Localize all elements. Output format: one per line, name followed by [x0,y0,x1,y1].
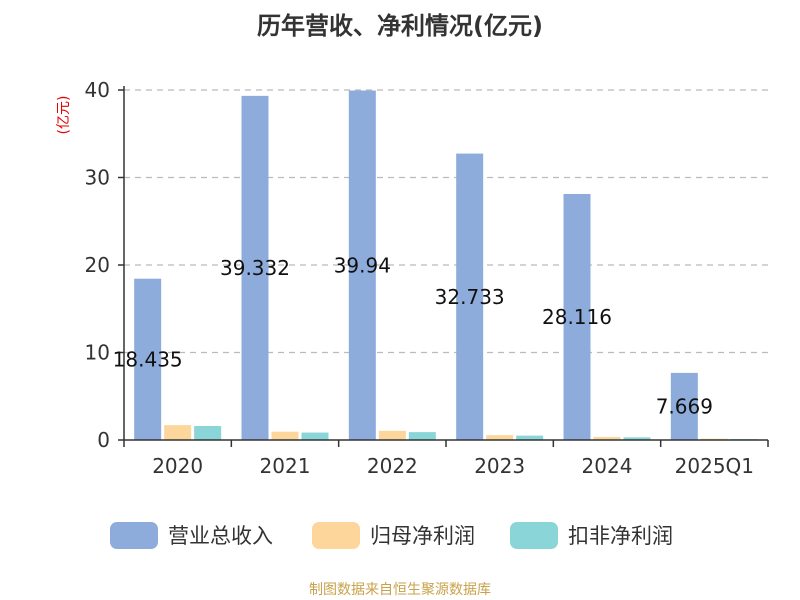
bar-series-0-2021 [241,95,269,440]
data-label-2025Q1: 7.669 [656,394,713,418]
legend-swatch-2 [510,522,558,549]
bar-series-2-2021 [301,432,329,440]
legend: 营业总收入 归母净利润 扣非净利润 [110,522,673,549]
legend-label-0: 营业总收入 [168,524,273,548]
data-label-2023: 32.733 [435,285,505,309]
x-tick-label: 2024 [582,454,633,478]
bar-series-0-2025Q1 [670,372,698,440]
bar-series-1-2022 [378,430,406,440]
bar-series-0-2023 [456,153,484,440]
bar-series-2-2023 [516,435,544,440]
x-tick-label: 2021 [260,454,311,478]
x-tick-label: 2023 [474,454,525,478]
x-axis-ticks: 2020 2021 2022 2023 2024 2025Q1 [152,454,754,478]
source-note: 制图数据来自恒生聚源数据库 [309,582,491,598]
grid-lines [124,89,768,354]
y-axis-unit: (亿元) [56,96,72,135]
data-labels: 18.435 39.332 39.94 32.733 28.116 7.669 [113,253,713,418]
bar-series-0-2022 [348,90,376,441]
y-axis-ticks: 0 10 20 30 40 [85,78,124,452]
bar-series-2-2024 [623,437,651,440]
bars [134,90,758,441]
y-tick-label: 10 [85,341,110,365]
bar-series-2-2020 [194,426,222,440]
bar-series-2-2022 [408,432,436,440]
bar-series-1-2023 [486,435,514,440]
data-label-2022: 39.94 [334,253,391,277]
x-tick-label: 2022 [367,454,418,478]
data-label-2024: 28.116 [542,305,612,329]
bar-series-1-2024 [593,436,621,440]
legend-label-2: 扣非净利润 [568,524,673,548]
bar-series-0-2024 [563,193,591,440]
data-label-2021: 39.332 [220,256,290,280]
legend-label-1: 归母净利润 [370,524,475,548]
legend-swatch-0 [110,522,158,549]
x-axis [123,86,769,447]
y-tick-label: 30 [85,166,110,190]
y-tick-label: 0 [97,428,110,452]
bar-series-0-2020 [134,278,162,440]
legend-swatch-1 [312,522,360,549]
x-tick-label: 2020 [152,454,203,478]
y-tick-label: 20 [85,253,110,277]
x-tick-label: 2025Q1 [675,454,754,478]
y-tick-label: 40 [85,78,110,102]
data-label-2020: 18.435 [113,347,183,371]
bar-series-1-2021 [271,431,299,440]
bar-series-1-2020 [164,425,192,440]
chart-title: 历年营收、净利情况(亿元) [257,12,543,40]
